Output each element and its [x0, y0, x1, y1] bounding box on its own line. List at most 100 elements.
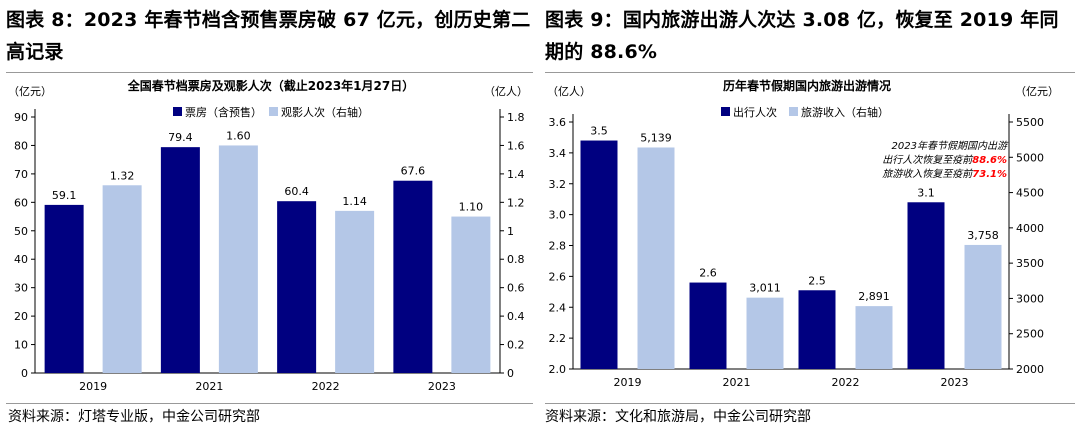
bar-2023-series-1 — [907, 202, 945, 369]
x-category-label: 2023 — [941, 376, 969, 389]
left-tick-label: 70 — [14, 168, 28, 181]
right-tick-label: 1 — [507, 225, 514, 238]
data-label-2022-series-1: 60.4 — [284, 185, 309, 198]
annotation-line-2: 出行人次恢复至疫前88.6% — [882, 154, 1007, 166]
right-axis-unit: （亿人） — [484, 85, 528, 98]
left-tick-label: 50 — [14, 225, 28, 238]
data-label-2021-series-1: 79.4 — [168, 131, 193, 144]
left-axis-unit: （亿人） — [547, 85, 591, 98]
data-label-2023-series-2: 1.10 — [459, 201, 484, 214]
data-label-2022-series-2: 1.14 — [342, 195, 367, 208]
right-tick-label: 0.8 — [507, 253, 525, 266]
source-note-left: 资料来源：灯塔专业版，中金公司研究部 — [8, 409, 260, 425]
bar-2021-series-2 — [218, 145, 258, 373]
data-label-2019-series-2: 5,139 — [640, 131, 672, 144]
data-label-2021-series-2: 3,011 — [749, 282, 781, 295]
bar-2023-series-1 — [393, 180, 433, 373]
data-label-2021-series-2: 1.60 — [226, 129, 251, 142]
legend-label-series-2: 旅游收入（右轴） — [801, 105, 889, 119]
right-tick-label: 3000 — [1016, 292, 1044, 305]
data-label-2022-series-1: 2.5 — [808, 274, 826, 287]
bar-2019-series-2 — [637, 147, 675, 369]
annotation-revenue-text: 旅游收入恢复至疫前 — [882, 168, 974, 180]
data-label-2023-series-2: 3,758 — [967, 229, 999, 242]
legend-label-series-1: 出行人次 — [733, 105, 777, 119]
chart-title: 全国春节档票房及观影人次（截止2023年1月27日） — [127, 78, 414, 93]
bar-2022-series-1 — [798, 290, 836, 369]
left-tick-label: 60 — [14, 196, 28, 209]
right-tick-label: 1.4 — [507, 168, 525, 181]
right-tick-label: 5000 — [1016, 151, 1044, 164]
right-tick-label: 1.8 — [507, 111, 525, 124]
left-tick-label: 2.4 — [549, 301, 567, 314]
left-tick-label: 3.2 — [549, 178, 567, 191]
data-label-2019-series-1: 59.1 — [52, 189, 77, 202]
legend-swatch-series-2 — [789, 107, 798, 116]
bar-2023-series-2 — [451, 216, 491, 373]
right-tick-label: 4500 — [1016, 187, 1044, 200]
x-category-label: 2021 — [723, 376, 751, 389]
data-label-2019-series-2: 1.32 — [110, 169, 135, 182]
left-axis-unit: （亿元） — [8, 85, 52, 98]
data-label-2021-series-1: 2.6 — [699, 267, 717, 280]
bar-2019-series-1 — [580, 140, 618, 369]
left-tick-label: 2.0 — [549, 363, 567, 376]
annotation-visitors-text: 出行人次恢复至疫前 — [882, 154, 974, 166]
bar-2021-series-1 — [689, 282, 727, 369]
left-tick-label: 10 — [14, 339, 28, 352]
chart-box-tourism: 历年春节假期国内旅游出游情况 （亿人） （亿元） 出行人次 旅游收入（右轴） 2.0 2.2… — [545, 72, 1075, 404]
right-axis-unit: （亿元） — [1015, 85, 1059, 98]
right-tick-label: 4000 — [1016, 222, 1044, 235]
legend-swatch-series-1 — [173, 107, 182, 116]
bar-2022-series-1 — [277, 201, 317, 373]
left-tick-label: 20 — [14, 310, 28, 323]
left-tick-label: 80 — [14, 139, 28, 152]
annotation-revenue-value: 73.1% — [972, 169, 1007, 180]
tourism-chart: 历年春节假期国内旅游出游情况 （亿人） （亿元） 出行人次 旅游收入（右轴） 2.0 2.2… — [547, 78, 1059, 389]
data-label-2023-series-1: 3.1 — [917, 186, 935, 199]
left-tick-label: 2.6 — [549, 270, 567, 283]
legend-label-series-2: 观影人次（右轴） — [281, 105, 369, 119]
bar-2023-series-2 — [964, 244, 1002, 369]
left-tick-label: 40 — [14, 253, 28, 266]
annotation-line-3: 旅游收入恢复至疫前73.1% — [882, 168, 1007, 180]
left-tick-label: 3.6 — [549, 116, 567, 129]
right-tick-label: 2000 — [1016, 363, 1044, 376]
bar-2021-series-1 — [160, 147, 200, 373]
x-category-label: 2023 — [428, 380, 456, 393]
bar-2019-series-2 — [102, 185, 142, 373]
bar-2021-series-2 — [746, 297, 784, 369]
right-tick-label: 2500 — [1016, 328, 1044, 341]
right-tick-label: 0.2 — [507, 339, 525, 352]
right-tick-label: 0.4 — [507, 310, 525, 323]
left-tick-label: 0 — [21, 367, 28, 380]
chart-box-movie: 全国春节档票房及观影人次（截止2023年1月27日） （亿元） （亿人） 票房（含预售… — [6, 72, 533, 404]
left-tick-label: 90 — [14, 111, 28, 124]
data-label-2019-series-1: 3.5 — [590, 125, 608, 138]
x-category-label: 2022 — [312, 380, 340, 393]
left-tick-label: 30 — [14, 282, 28, 295]
legend-swatch-series-2 — [269, 107, 278, 116]
x-category-label: 2022 — [832, 376, 860, 389]
right-tick-label: 0 — [507, 367, 514, 380]
legend-swatch-series-1 — [721, 107, 730, 116]
legend-label-series-1: 票房（含预售） — [185, 105, 262, 119]
x-category-label: 2019 — [79, 380, 107, 393]
x-category-label: 2021 — [195, 380, 223, 393]
annotation-line-1: 2023年春节假期国内出游 — [892, 140, 1009, 152]
right-tick-label: 0.6 — [507, 282, 525, 295]
bar-2022-series-2 — [855, 306, 893, 369]
right-tick-label: 1.6 — [507, 139, 525, 152]
source-note-right: 资料来源：文化和旅游局，中金公司研究部 — [545, 409, 811, 425]
right-tick-label: 1.2 — [507, 196, 525, 209]
chart-title: 历年春节假期国内旅游出游情况 — [723, 78, 891, 93]
left-tick-label: 3.0 — [549, 209, 567, 222]
figure-9-title: 图表 9：国内旅游出游人次达 3.08 亿，恢复至 2019 年同期的 88.6… — [545, 9, 1059, 63]
figure-8-title: 图表 8：2023 年春节档含预售票房破 67 亿元，创历史第二高记录 — [6, 9, 531, 63]
left-tick-label: 2.8 — [549, 240, 567, 253]
left-tick-label: 2.2 — [549, 332, 567, 345]
data-label-2022-series-2: 2,891 — [858, 290, 890, 303]
annotation-visitors-value: 88.6% — [972, 155, 1007, 166]
bar-2022-series-2 — [335, 210, 375, 373]
right-tick-label: 3500 — [1016, 257, 1044, 270]
